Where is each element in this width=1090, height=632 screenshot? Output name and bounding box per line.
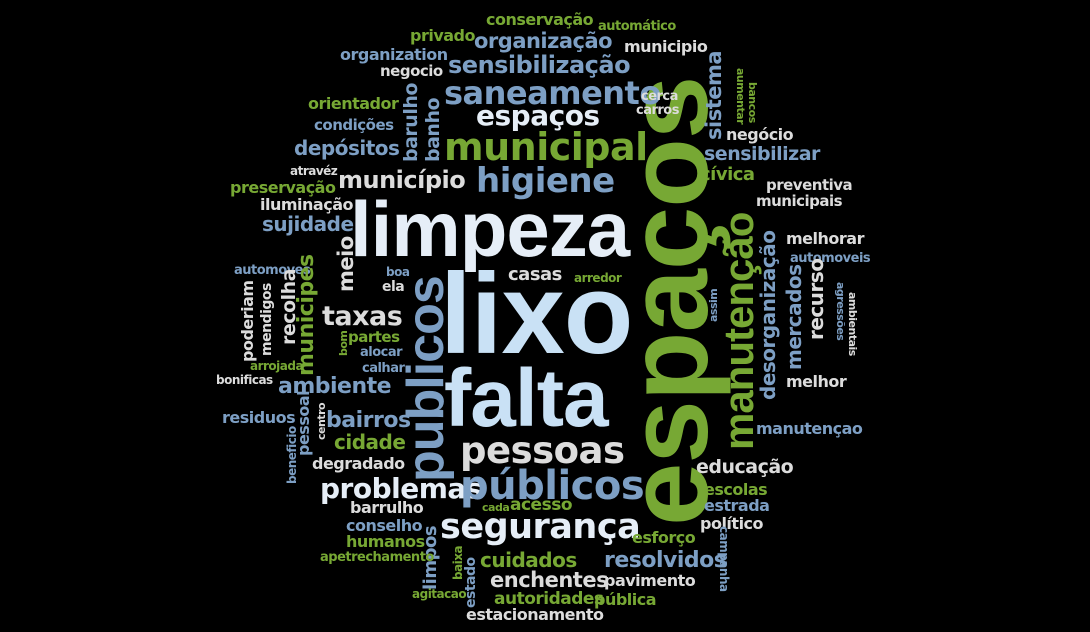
word-cada: cada — [482, 501, 510, 514]
word-negocio-top: negocio — [380, 62, 443, 80]
word-falta: falta — [444, 353, 609, 444]
word-apetrechamento: apetrechamento — [320, 550, 434, 565]
word-cuidados: cuidados — [480, 548, 577, 572]
word-escolas: escolas — [704, 480, 768, 499]
word-boa: boa — [386, 265, 410, 279]
word-atravez: atravéz — [290, 164, 338, 178]
word-organizacao: organização — [474, 29, 613, 53]
word-partes: partes — [348, 328, 400, 346]
word-estacionamento: estacionamento — [466, 605, 604, 624]
word-lixo: lixo — [440, 251, 633, 378]
word-poderiam: poderiam — [238, 280, 257, 362]
word-higiene: higiene — [476, 161, 615, 201]
word-cidade: cidade — [334, 430, 406, 454]
word-estado: estado — [463, 557, 479, 608]
word-carros: carros — [636, 103, 679, 118]
word-recurso: recurso — [804, 258, 828, 340]
word-meio: meio — [334, 236, 358, 292]
word-municipal: municipal — [444, 125, 648, 169]
word-automatico: automático — [598, 19, 676, 34]
word-agressoes: agressões — [834, 282, 847, 341]
word-mendigos: mendigos — [259, 283, 275, 356]
word-arrojada: arrojada — [250, 359, 304, 373]
word-bonificas: bonificas — [216, 373, 273, 387]
word-pessoas: pessoas — [460, 429, 625, 472]
word-resolvidos: resolvidos — [604, 548, 727, 573]
word-calhar: calhar — [362, 361, 405, 376]
word-alocar: alocar — [360, 345, 403, 360]
word-saneamento: saneamento — [444, 74, 661, 112]
word-arredor: arredor — [574, 271, 622, 285]
word-recolha: recolha — [278, 269, 300, 345]
word-problemas: problemas — [320, 472, 482, 505]
word-residuos: residuos — [222, 408, 296, 427]
word-ambientais: ambientais — [846, 292, 859, 356]
word-banho: banho — [422, 97, 444, 162]
word-conselho: conselho — [346, 516, 423, 535]
word-manutencao-small: manutençao — [756, 419, 863, 438]
word-civica: cívica — [700, 164, 755, 185]
word-limpeza: limpeza — [350, 185, 630, 273]
word-municipais: municipais — [756, 192, 843, 210]
word-manutencao-vertical: manutenção — [715, 212, 762, 450]
word-melhorar: melhorar — [786, 229, 864, 248]
word-humanos: humanos — [346, 532, 425, 551]
word-cerca: cerca — [641, 89, 678, 104]
word-espacos-small: espaços — [476, 99, 600, 132]
word-pavimento: pavimento — [604, 571, 696, 590]
word-municipio-accent: município — [338, 166, 466, 194]
word-barulho: barulho — [400, 83, 422, 162]
word-negocio-accent: negócio — [726, 125, 794, 144]
word-sensibilizacao: sensibilização — [448, 51, 631, 79]
word-esforco: esforço — [632, 528, 696, 547]
word-sujidade: sujidade — [262, 212, 354, 236]
word-iluminacao: iluminação — [260, 195, 353, 214]
word-enchentes: enchentes — [490, 568, 609, 592]
word-organization: organization — [340, 45, 448, 64]
word-aumentar: aumentar — [734, 68, 747, 125]
word-casas: casas — [508, 264, 562, 285]
word-acesso: acesso — [510, 495, 573, 515]
word-ela: ela — [382, 279, 405, 295]
word-degradado: degradado — [312, 454, 405, 473]
word-publicos-accent: públicos — [460, 463, 645, 509]
word-sensibilizar: sensibilizar — [704, 143, 820, 165]
word-bairros: bairros — [326, 408, 411, 433]
word-seguranca: segurança — [440, 507, 641, 547]
word-agitacao: agitacao — [412, 587, 467, 601]
word-publica: pública — [594, 590, 657, 609]
word-automoveis: automoveis — [790, 251, 871, 266]
word-preservacao: preservação — [230, 178, 336, 197]
word-sistema: sistema — [702, 50, 726, 140]
word-assim: assim — [707, 288, 720, 322]
word-autoridades: autoridades — [494, 589, 604, 609]
word-ambiente: ambiente — [278, 374, 392, 399]
word-publicos-vertical: publicos — [397, 276, 455, 482]
word-desorganizacao: desorganização — [756, 230, 780, 400]
word-orientador: orientador — [308, 94, 399, 113]
word-municipio-top: municipio — [624, 37, 708, 56]
word-melhor: melhor — [786, 372, 847, 391]
word-condicoes: condições — [314, 116, 394, 134]
word-preventiva: preventiva — [766, 176, 853, 194]
word-barrulho: barrulho — [350, 498, 424, 517]
word-bancos: bancos — [746, 82, 759, 123]
word-politico: político — [700, 514, 764, 533]
word-campanha: campanha — [717, 526, 731, 592]
word-beneficio: beneficio — [285, 426, 299, 484]
word-privado: privado — [410, 26, 476, 45]
word-conservacao: conservação — [486, 10, 594, 29]
word-estrada: estrada — [704, 496, 770, 515]
word-mercados: mercados — [782, 264, 806, 370]
word-automoves: automoves — [234, 263, 311, 278]
word-taxas: taxas — [322, 301, 403, 332]
word-depositos: depósitos — [294, 136, 400, 160]
word-educacao: educação — [696, 456, 794, 478]
